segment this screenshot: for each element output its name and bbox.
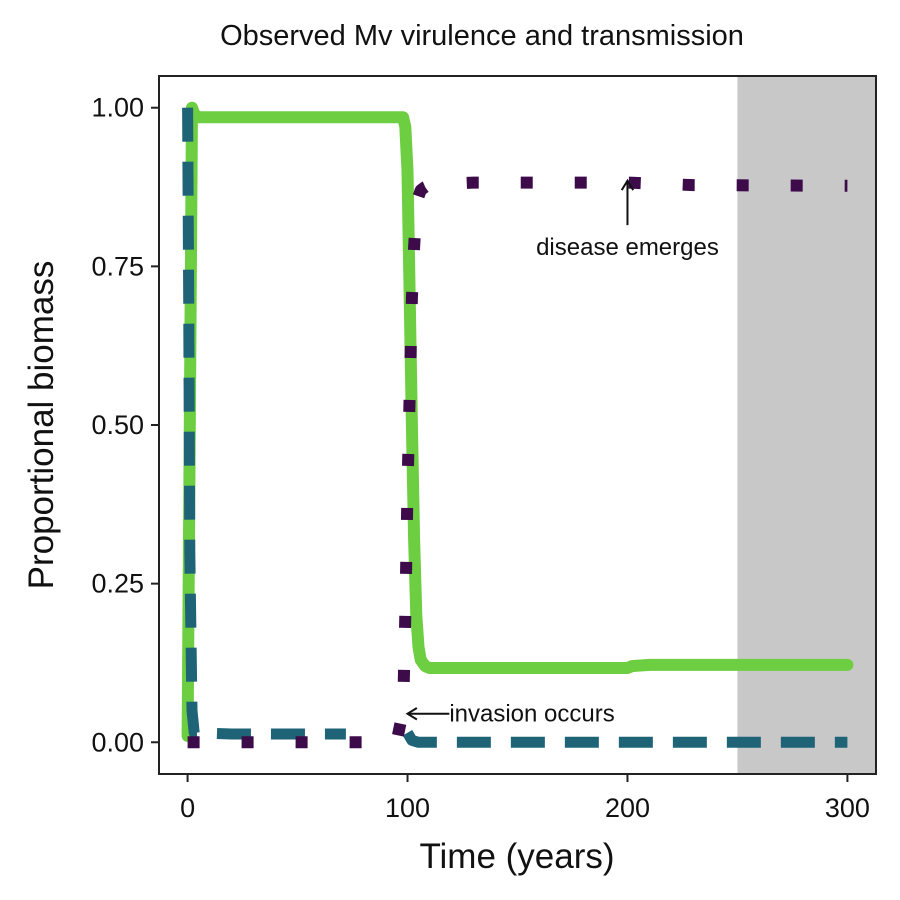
- y-tick-label-2: 0.50: [91, 410, 144, 440]
- plot-area: 0 100 200 300 0.00 0.25 0.50 0.75 1.00 disease em…: [91, 75, 877, 823]
- annotation-arrowhead-1: [405, 707, 418, 721]
- shaded-region: [737, 76, 876, 774]
- y-tick-label-4: 1.00: [91, 93, 144, 123]
- y-tick-label-3: 0.75: [91, 251, 144, 281]
- series-line-dashed-2: [402, 730, 848, 748]
- annotation-label-0: disease emerges: [536, 234, 719, 261]
- x-tick-label-1: 100: [385, 793, 430, 823]
- y-axis-label: Proportional biomass: [22, 261, 61, 590]
- series-group: [181, 101, 854, 749]
- series-line-solid-0: [181, 101, 854, 742]
- x-tick-label-3: 300: [825, 793, 870, 823]
- x-tick-label-2: 200: [605, 793, 650, 823]
- annotation-arrowhead-0: [620, 178, 635, 191]
- annotation-label-1: invasion occurs: [449, 701, 614, 728]
- chart-title: Observed Mv virulence and transmission: [220, 20, 744, 52]
- series-line-dashed-1: [182, 107, 346, 740]
- y-tick-label-0: 0.00: [91, 727, 144, 757]
- y-tick-label-1: 0.25: [91, 569, 144, 599]
- x-tick-label-0: 0: [180, 793, 195, 823]
- x-axis-label: Time (years): [419, 837, 614, 876]
